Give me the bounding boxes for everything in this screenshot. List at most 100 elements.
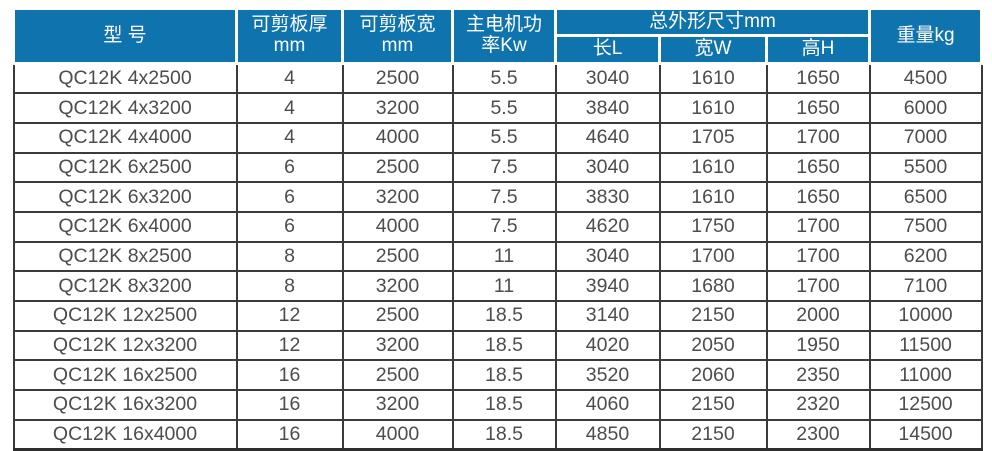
cell-model: QC12K 4x2500	[12, 62, 238, 95]
cell-width-w: 1610	[658, 151, 768, 184]
cell-model: QC12K 8x3200	[12, 270, 238, 303]
table-row: QC12K 16x3200 16 3200 18.5 4060 2150 2320 12500	[12, 389, 983, 421]
table-row: QC12K 8x2500 8 2500 11 3040 1700 1700 6200	[12, 240, 983, 273]
table-row: QC12K 6x3200 6 3200 7.5 3830 1610 1650 6500	[12, 181, 983, 213]
cell-plate-width-mm: 4000	[341, 210, 454, 243]
cell-width-w: 1610	[658, 92, 768, 124]
cell-length-l: 3040	[554, 151, 661, 184]
cell-power-kw: 18.5	[451, 329, 557, 362]
cell-power-kw: 5.5	[451, 62, 557, 95]
cell-width-w: 2150	[658, 418, 768, 451]
cell-power-kw: 7.5	[451, 210, 557, 243]
cell-width-w: 2050	[658, 329, 768, 362]
table-row: QC12K 4x4000 4 4000 5.5 4640 1705 1700 7000	[12, 121, 983, 154]
spec-table-header: 型 号 可剪板厚 mm 可剪板宽 mm 主电机功 率Kw 总外形尺寸mm 重量k…	[12, 6, 983, 65]
cell-thickness-mm: 16	[235, 359, 344, 392]
cell-thickness-mm: 6	[235, 210, 344, 243]
cell-length-l: 3140	[554, 300, 661, 332]
cell-length-l: 3040	[554, 240, 661, 273]
header-dimensions-group: 总外形尺寸mm	[554, 6, 871, 38]
cell-height-h: 1650	[765, 62, 871, 95]
cell-plate-width-mm: 3200	[341, 389, 454, 421]
cell-plate-width-mm: 3200	[341, 181, 454, 213]
cell-plate-width-mm: 2500	[341, 300, 454, 332]
header-weight: 重量kg	[868, 7, 983, 65]
cell-height-h: 1650	[765, 181, 871, 213]
header-plate-width: 可剪板宽 mm	[341, 7, 454, 65]
cell-plate-width-mm: 2500	[341, 151, 454, 184]
cell-weight-kg: 4500	[868, 62, 983, 95]
cell-weight-kg: 6200	[868, 240, 983, 273]
cell-plate-width-mm: 4000	[341, 418, 454, 451]
spec-table-container: 型 号 可剪板厚 mm 可剪板宽 mm 主电机功 率Kw 总外形尺寸mm 重量k…	[12, 6, 983, 451]
cell-model: QC12K 6x2500	[12, 151, 238, 184]
cell-model: QC12K 16x3200	[12, 389, 238, 421]
cell-power-kw: 7.5	[451, 181, 557, 213]
cell-power-kw: 18.5	[451, 300, 557, 332]
table-row: QC12K 8x3200 8 3200 11 3940 1680 1700 7100	[12, 270, 983, 303]
cell-height-h: 2350	[765, 359, 871, 392]
cell-height-h: 2000	[765, 300, 871, 332]
table-row: QC12K 12x2500 12 2500 18.5 3140 2150 2000 10000	[12, 300, 983, 332]
cell-model: QC12K 12x3200	[12, 329, 238, 362]
cell-height-h: 2320	[765, 389, 871, 421]
cell-height-h: 1650	[765, 92, 871, 124]
header-model: 型 号	[12, 7, 238, 65]
cell-plate-width-mm: 3200	[341, 92, 454, 124]
cell-height-h: 1700	[765, 240, 871, 273]
cell-thickness-mm: 12	[235, 300, 344, 332]
cell-width-w: 2060	[658, 359, 768, 392]
table-row: QC12K 16x4000 16 4000 18.5 4850 2150 2300 14500	[12, 418, 983, 451]
header-length: 长L	[554, 34, 661, 65]
cell-length-l: 4620	[554, 210, 661, 243]
cell-width-w: 2150	[658, 389, 768, 421]
cell-power-kw: 11	[451, 240, 557, 273]
table-row: QC12K 4x2500 4 2500 5.5 3040 1610 1650 4500	[12, 62, 983, 95]
cell-thickness-mm: 4	[235, 121, 344, 154]
cell-model: QC12K 12x2500	[12, 300, 238, 332]
cell-model: QC12K 16x2500	[12, 359, 238, 392]
cell-weight-kg: 11000	[868, 359, 983, 392]
cell-weight-kg: 7100	[868, 270, 983, 303]
cell-width-w: 1610	[658, 62, 768, 95]
cell-weight-kg: 12500	[868, 389, 983, 421]
cell-length-l: 4850	[554, 418, 661, 451]
cell-thickness-mm: 16	[235, 389, 344, 421]
cell-power-kw: 18.5	[451, 418, 557, 451]
cell-length-l: 4020	[554, 329, 661, 362]
cell-model: QC12K 16x4000	[12, 418, 238, 451]
cell-weight-kg: 14500	[868, 418, 983, 451]
cell-thickness-mm: 16	[235, 418, 344, 451]
cell-length-l: 4640	[554, 121, 661, 154]
cell-power-kw: 18.5	[451, 359, 557, 392]
cell-thickness-mm: 8	[235, 240, 344, 273]
spec-table-body: QC12K 4x2500 4 2500 5.5 3040 1610 1650 4500 QC12…	[12, 62, 983, 451]
cell-model: QC12K 6x4000	[12, 210, 238, 243]
cell-length-l: 3520	[554, 359, 661, 392]
cell-width-w: 1705	[658, 121, 768, 154]
cell-thickness-mm: 4	[235, 62, 344, 95]
cell-thickness-mm: 8	[235, 270, 344, 303]
spec-table: 型 号 可剪板厚 mm 可剪板宽 mm 主电机功 率Kw 总外形尺寸mm 重量k…	[12, 6, 983, 451]
cell-weight-kg: 5500	[868, 151, 983, 184]
cell-plate-width-mm: 3200	[341, 329, 454, 362]
cell-model: QC12K 6x3200	[12, 181, 238, 213]
cell-width-w: 1680	[658, 270, 768, 303]
header-row-1: 型 号 可剪板厚 mm 可剪板宽 mm 主电机功 率Kw 总外形尺寸mm 重量k…	[12, 6, 983, 65]
cell-length-l: 3940	[554, 270, 661, 303]
cell-power-kw: 18.5	[451, 389, 557, 421]
cell-length-l: 3840	[554, 92, 661, 124]
cell-power-kw: 7.5	[451, 151, 557, 184]
header-width: 宽W	[658, 34, 768, 65]
cell-width-w: 1750	[658, 210, 768, 243]
table-row: QC12K 16x2500 16 2500 18.5 3520 2060 2350 11000	[12, 359, 983, 392]
cell-height-h: 1950	[765, 329, 871, 362]
cell-plate-width-mm: 2500	[341, 62, 454, 95]
cell-weight-kg: 6000	[868, 92, 983, 124]
cell-width-w: 2150	[658, 300, 768, 332]
cell-height-h: 2300	[765, 418, 871, 451]
cell-length-l: 4060	[554, 389, 661, 421]
table-row: QC12K 6x2500 6 2500 7.5 3040 1610 1650 5500	[12, 151, 983, 184]
cell-thickness-mm: 12	[235, 329, 344, 362]
cell-thickness-mm: 4	[235, 92, 344, 124]
